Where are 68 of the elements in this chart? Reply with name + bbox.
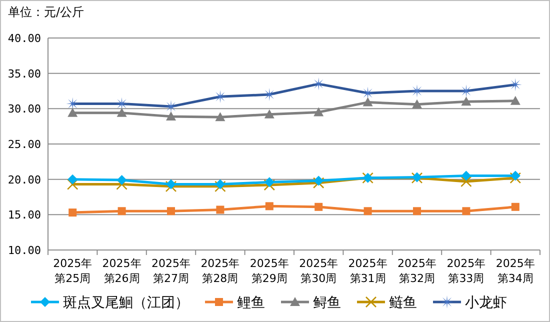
y-tick-label: 20.00 (8, 173, 41, 186)
point (68, 208, 77, 217)
point (66, 178, 78, 190)
point (314, 107, 324, 116)
x-tick-label: 2025年第31周 (348, 257, 388, 285)
x-tick-label: 2025年第28周 (200, 257, 240, 285)
legend-label: 鲢鱼 (389, 295, 417, 311)
point (214, 180, 226, 192)
legend-label: 小龙虾 (465, 295, 507, 311)
point (312, 77, 326, 90)
point (413, 207, 421, 216)
point (508, 78, 522, 92)
legend-label: 鲤鱼 (237, 295, 265, 311)
x-tick-label: 2025年第34周 (496, 257, 535, 285)
x-tick-label: 2025年第29周 (250, 257, 289, 285)
point (215, 112, 226, 122)
y-tick-label: 10.00 (8, 244, 41, 257)
point (510, 170, 520, 181)
point (461, 96, 472, 106)
point (167, 207, 175, 216)
point (264, 179, 276, 191)
x-tick-label: 2025年第27周 (152, 257, 190, 285)
point (68, 108, 78, 117)
y-tick-label: 35.00 (8, 67, 41, 80)
point (361, 86, 374, 100)
point (364, 207, 372, 216)
x-tick-label: 2025年第32周 (398, 257, 436, 285)
point (314, 176, 324, 186)
point (511, 202, 520, 211)
point (68, 174, 78, 184)
point (262, 88, 276, 102)
point (164, 100, 178, 114)
x-tick-label: 2025年第25周 (53, 257, 92, 285)
legend-label: 鲟鱼 (313, 295, 341, 311)
point (116, 108, 127, 117)
point (510, 96, 520, 105)
point (314, 202, 323, 211)
point (66, 97, 80, 110)
point (460, 84, 473, 98)
x-tick-label: 2025年第33周 (446, 257, 486, 285)
y-tick-label: 30.00 (8, 102, 41, 116)
point (264, 177, 274, 188)
x-tick-label: 2025年第26周 (102, 257, 142, 285)
y-tick-label: 40.00 (8, 32, 41, 45)
point (166, 111, 176, 120)
point (362, 97, 373, 106)
point (312, 177, 324, 189)
point (265, 202, 274, 210)
point (461, 170, 472, 181)
point (214, 90, 227, 104)
point (215, 179, 226, 190)
point (116, 175, 127, 186)
point (216, 206, 224, 214)
point (462, 207, 470, 216)
x-tick-label: 2025年第30周 (299, 257, 338, 285)
y-tick-label: 25.00 (8, 138, 41, 151)
point (115, 97, 128, 110)
point (460, 176, 472, 188)
point (410, 84, 424, 98)
y-tick-label: 15.00 (8, 208, 41, 222)
point (166, 179, 176, 190)
title: 单位：元/公斤 (8, 5, 84, 19)
point (118, 207, 126, 216)
point (412, 99, 422, 108)
point (510, 172, 522, 184)
point (165, 180, 177, 192)
legend-label: 斑点叉尾鮰（江团） (63, 295, 189, 311)
point (264, 109, 274, 118)
